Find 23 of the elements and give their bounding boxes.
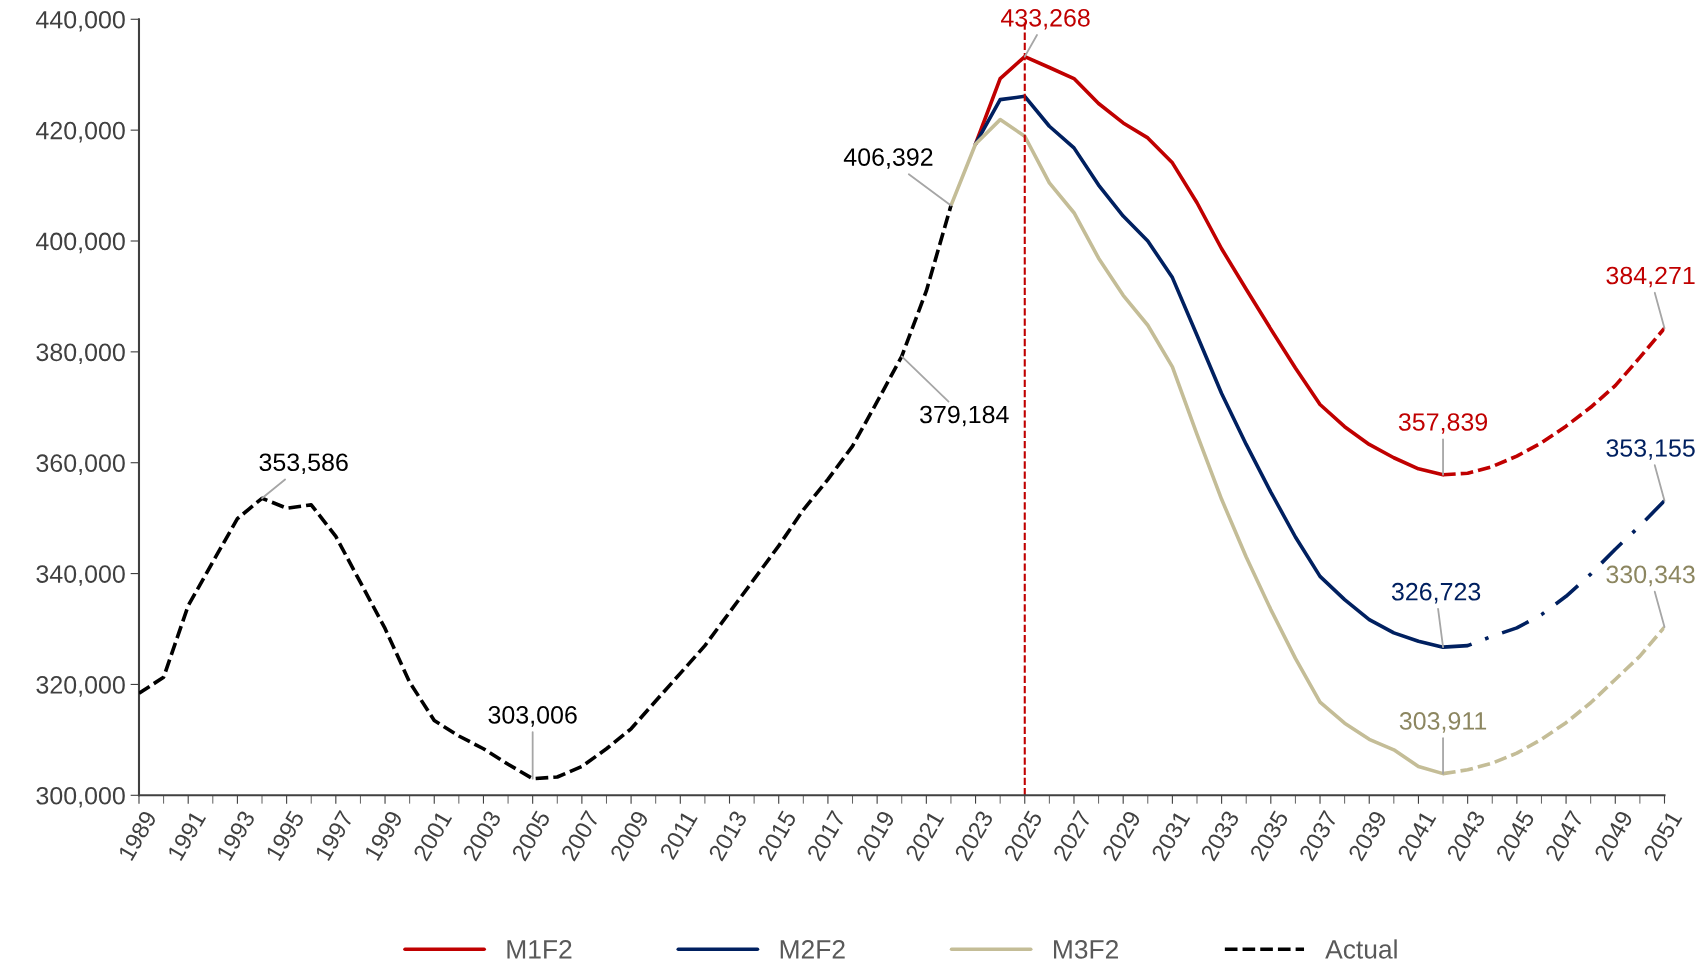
annotation: 353,155 <box>1606 439 1695 460</box>
y-tick-label: 440,000 <box>36 10 125 32</box>
y-tick-label: 400,000 <box>36 232 125 254</box>
annotation: 303,006 <box>488 705 577 727</box>
legend-label: M2F2 <box>780 940 845 959</box>
y-tick-label: 300,000 <box>36 786 125 808</box>
annotation: 384,271 <box>1606 266 1695 288</box>
y-tick-label: 420,000 <box>36 121 125 143</box>
annotation: 433,268 <box>1000 8 1090 30</box>
y-tick-label: 320,000 <box>36 676 125 697</box>
legend-label: M3F2 <box>1054 940 1118 959</box>
annotation: 379,184 <box>920 405 1009 427</box>
annotation: 303,911 <box>1399 712 1487 733</box>
annotation: 330,343 <box>1606 565 1695 587</box>
annotation: 326,723 <box>1391 582 1481 604</box>
y-tick-label: 380,000 <box>36 343 125 365</box>
annotation: 406,392 <box>843 148 933 169</box>
legend-label: M1F2 <box>507 940 572 959</box>
annotation: 357,839 <box>1398 413 1488 434</box>
y-tick-label: 360,000 <box>36 454 125 475</box>
legend-label: Actual <box>1325 939 1397 959</box>
y-tick-label: 340,000 <box>36 565 125 586</box>
annotation: 353,586 <box>259 453 348 475</box>
